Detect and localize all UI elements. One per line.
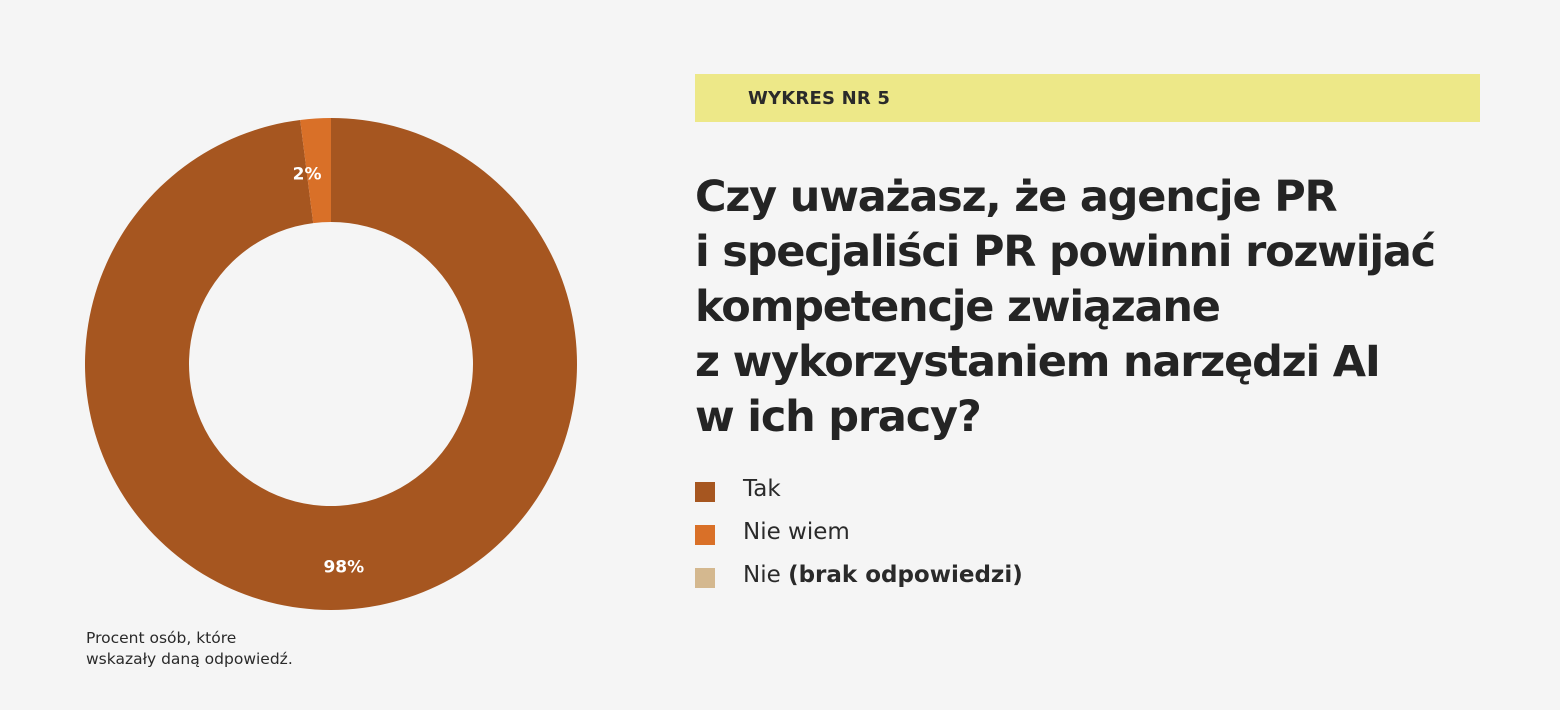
title-line-5: w ich pracy? bbox=[695, 392, 982, 442]
title-line-2: i specjaliści PR powinni rozwijać bbox=[695, 227, 1436, 277]
donut-slice-labels: 98% 2% bbox=[293, 164, 365, 577]
chart-number-badge: WYKRES NR 5 bbox=[695, 74, 1480, 122]
donut-slices bbox=[84, 118, 577, 610]
chart-legend: Tak Nie wiem Nie (brak odpowiedzi) bbox=[695, 474, 1195, 603]
legend-item-nie: Nie (brak odpowiedzi) bbox=[695, 560, 1195, 603]
slice-tak bbox=[84, 118, 577, 610]
donut-chart: 98% 2% bbox=[84, 118, 577, 610]
legend-item-tak: Tak bbox=[695, 474, 1195, 517]
title-line-3: kompetencje związane bbox=[695, 282, 1221, 332]
legend-swatch-nie-wiem bbox=[695, 525, 715, 545]
chart-footnote: Procent osób, które wskazały daną odpowi… bbox=[86, 628, 386, 670]
chart-number-label: WYKRES NR 5 bbox=[748, 88, 891, 109]
legend-swatch-nie bbox=[695, 568, 715, 588]
slice-label-nie-wiem: 2% bbox=[293, 164, 322, 184]
slice-nie-wiem bbox=[300, 118, 331, 224]
chart-question-title: Czy uważasz, że agencje PR i specjaliści… bbox=[695, 170, 1545, 445]
legend-label-nie-wiem: Nie wiem bbox=[743, 519, 850, 545]
legend-label-tak: Tak bbox=[743, 476, 781, 502]
footnote-line-2: wskazały daną odpowiedź. bbox=[86, 650, 293, 668]
slice-label-tak: 98% bbox=[323, 558, 364, 578]
title-line-4: z wykorzystaniem narzędzi AI bbox=[695, 337, 1381, 387]
legend-label-nie: Nie (brak odpowiedzi) bbox=[743, 562, 1023, 588]
legend-swatch-tak bbox=[695, 482, 715, 502]
legend-item-nie-wiem: Nie wiem bbox=[695, 517, 1195, 560]
title-line-1: Czy uważasz, że agencje PR bbox=[695, 172, 1338, 222]
footnote-line-1: Procent osób, które bbox=[86, 629, 237, 647]
